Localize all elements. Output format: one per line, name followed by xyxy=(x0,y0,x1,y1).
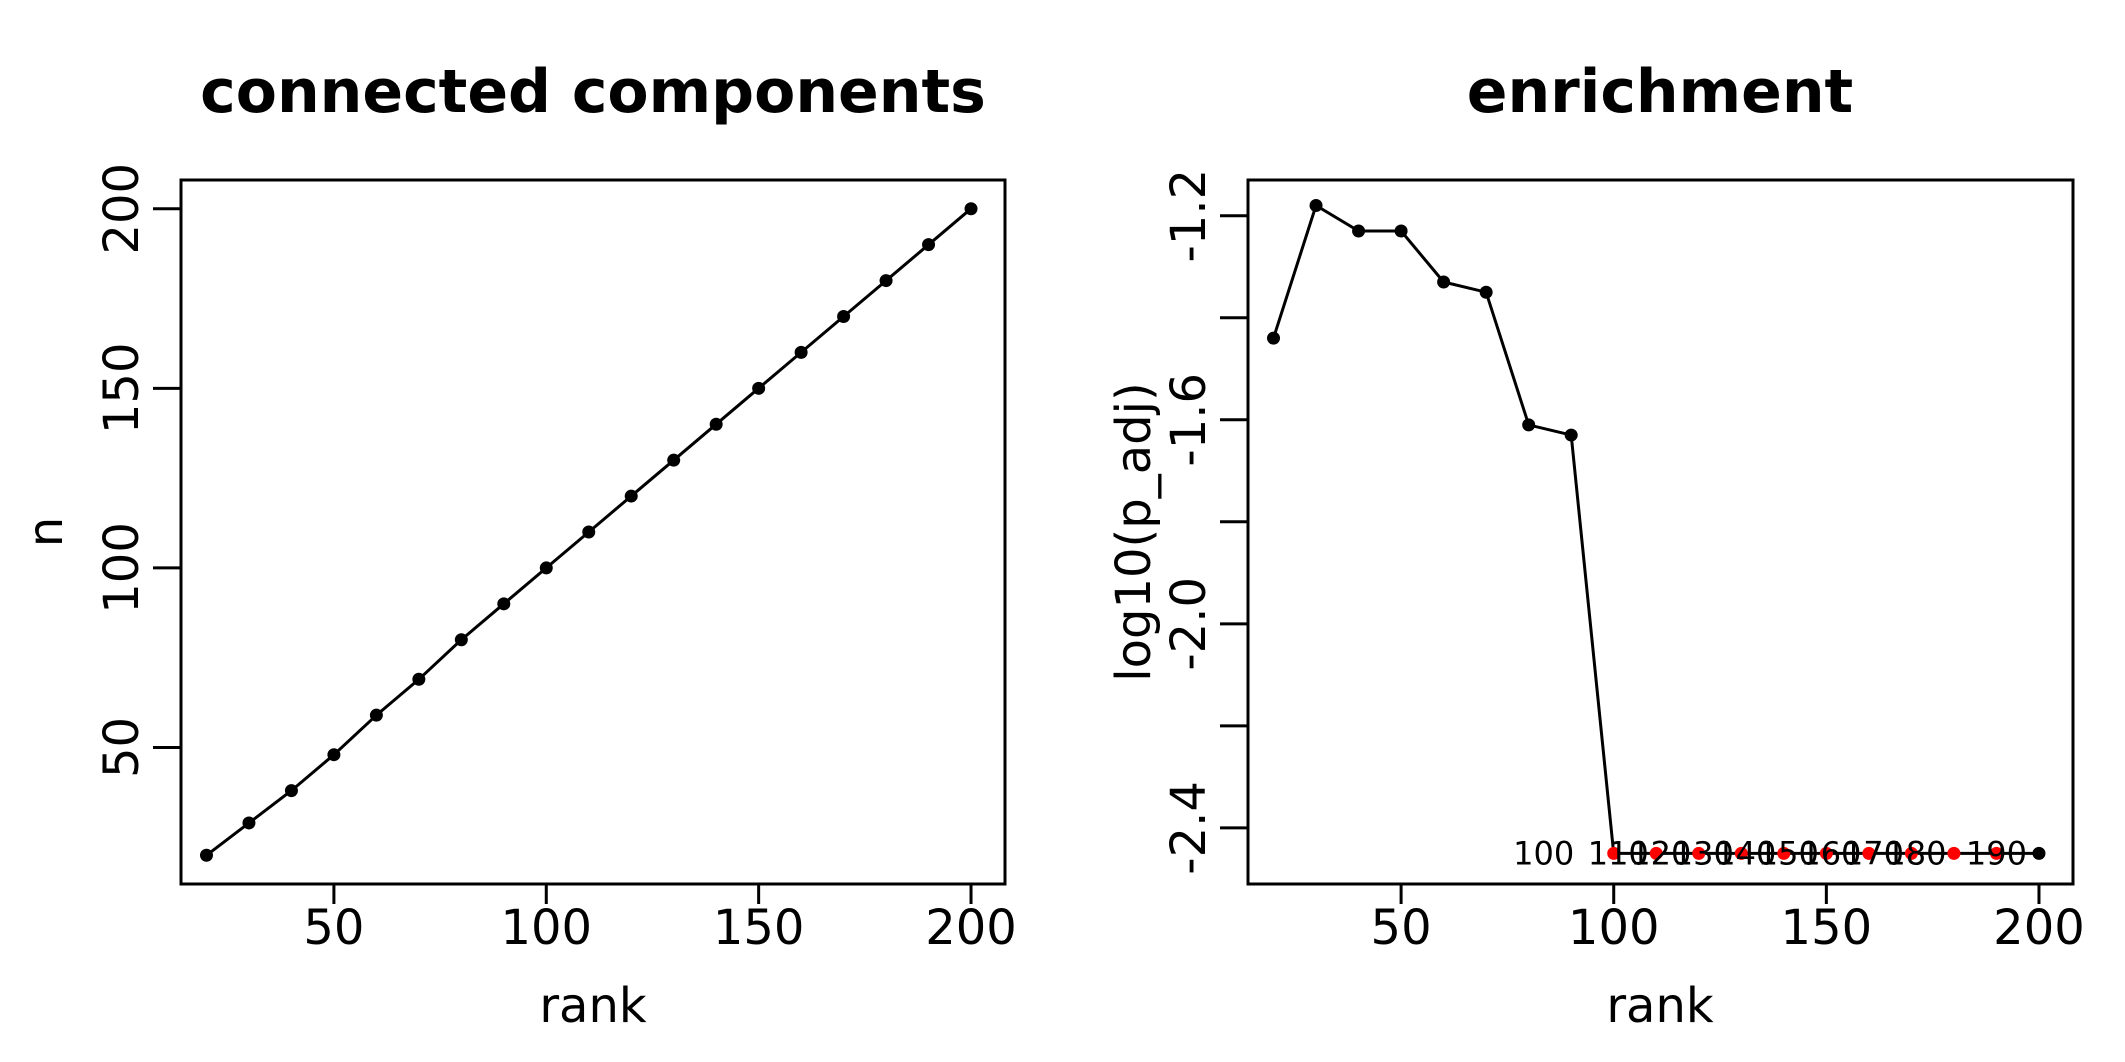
x-tick-label: 100 xyxy=(500,900,592,956)
data-point xyxy=(199,848,213,862)
data-point xyxy=(497,597,511,611)
y-tick-label: -1.6 xyxy=(1161,373,1217,467)
y-tick-label: -1.2 xyxy=(1161,169,1217,263)
x-axis-label: rank xyxy=(539,978,647,1034)
point-label: 120 xyxy=(1630,834,1691,872)
x-tick-label: 50 xyxy=(303,900,364,956)
data-point xyxy=(1437,275,1451,289)
chart-title: enrichment xyxy=(1467,57,1853,127)
data-point xyxy=(1904,846,1918,860)
data-point xyxy=(369,708,383,722)
x-tick-label: 200 xyxy=(1993,900,2085,956)
data-point xyxy=(1309,199,1323,213)
data-point xyxy=(922,238,936,252)
point-label: 140 xyxy=(1715,834,1776,872)
data-point xyxy=(242,816,256,830)
data-point xyxy=(624,489,638,503)
panel-enrichment: enrichment 50 100 150 200 -1.2 -1.6 -2.0 -2.4 ran… xyxy=(1106,57,2085,1034)
data-point xyxy=(454,633,468,647)
point-label: 180 xyxy=(1885,834,1946,872)
x-tick-label: 100 xyxy=(1568,900,1660,956)
y-tick-label: 100 xyxy=(94,522,150,614)
x-tick-label: 200 xyxy=(925,900,1017,956)
data-point xyxy=(327,748,341,762)
data-point xyxy=(964,202,978,216)
data-point xyxy=(667,453,681,467)
data-point xyxy=(837,309,851,323)
data-point xyxy=(539,561,553,575)
data-point xyxy=(879,274,893,288)
point-label: 110 xyxy=(1588,834,1649,872)
plot-frame xyxy=(179,178,1007,886)
plot-frame xyxy=(1246,178,2075,886)
x-tick-label: 150 xyxy=(1781,900,1873,956)
point-label: 170 xyxy=(1843,834,1904,872)
data-point xyxy=(1947,846,1961,860)
data-point xyxy=(1649,846,1663,860)
panel-connected-components: connected components 50 100 150 200 50 100 150 2… xyxy=(18,57,1017,1034)
y-axis-label: log10(p_adj) xyxy=(1106,382,1162,681)
y-tick-label: -2.4 xyxy=(1161,781,1217,875)
data-point xyxy=(1352,224,1366,238)
data-point xyxy=(794,345,808,359)
data-point xyxy=(1267,331,1281,345)
data-point xyxy=(1479,285,1493,299)
data-point xyxy=(709,417,723,431)
data-point xyxy=(1394,224,1408,238)
x-axis-label: rank xyxy=(1606,978,1714,1034)
data-point xyxy=(1819,846,1833,860)
data-point xyxy=(752,381,766,395)
data-point xyxy=(412,672,426,686)
y-tick-label: 150 xyxy=(94,343,150,435)
point-label: 190 xyxy=(1966,834,2027,872)
data-point xyxy=(1607,846,1621,860)
y-tick-label: 200 xyxy=(94,163,150,255)
y-tick-label: 50 xyxy=(94,717,150,778)
y-tick-label: -2.0 xyxy=(1161,577,1217,671)
data-point xyxy=(1564,428,1578,442)
x-tick-label: 50 xyxy=(1371,900,1432,956)
data-point xyxy=(1777,846,1791,860)
data-point xyxy=(2032,846,2046,860)
data-point xyxy=(1522,418,1536,432)
data-point xyxy=(1862,846,1876,860)
data-point xyxy=(1989,846,2003,860)
data-point xyxy=(582,525,596,539)
point-label: 130 xyxy=(1673,834,1734,872)
y-axis-label: n xyxy=(18,517,74,547)
data-point xyxy=(284,784,298,798)
data-point xyxy=(1734,846,1748,860)
chart-title: connected components xyxy=(200,57,986,127)
data-point xyxy=(1692,846,1706,860)
x-tick-label: 150 xyxy=(713,900,805,956)
point-label: 160 xyxy=(1800,834,1861,872)
point-label: 100 xyxy=(1513,834,1574,872)
point-label: 150 xyxy=(1758,834,1819,872)
